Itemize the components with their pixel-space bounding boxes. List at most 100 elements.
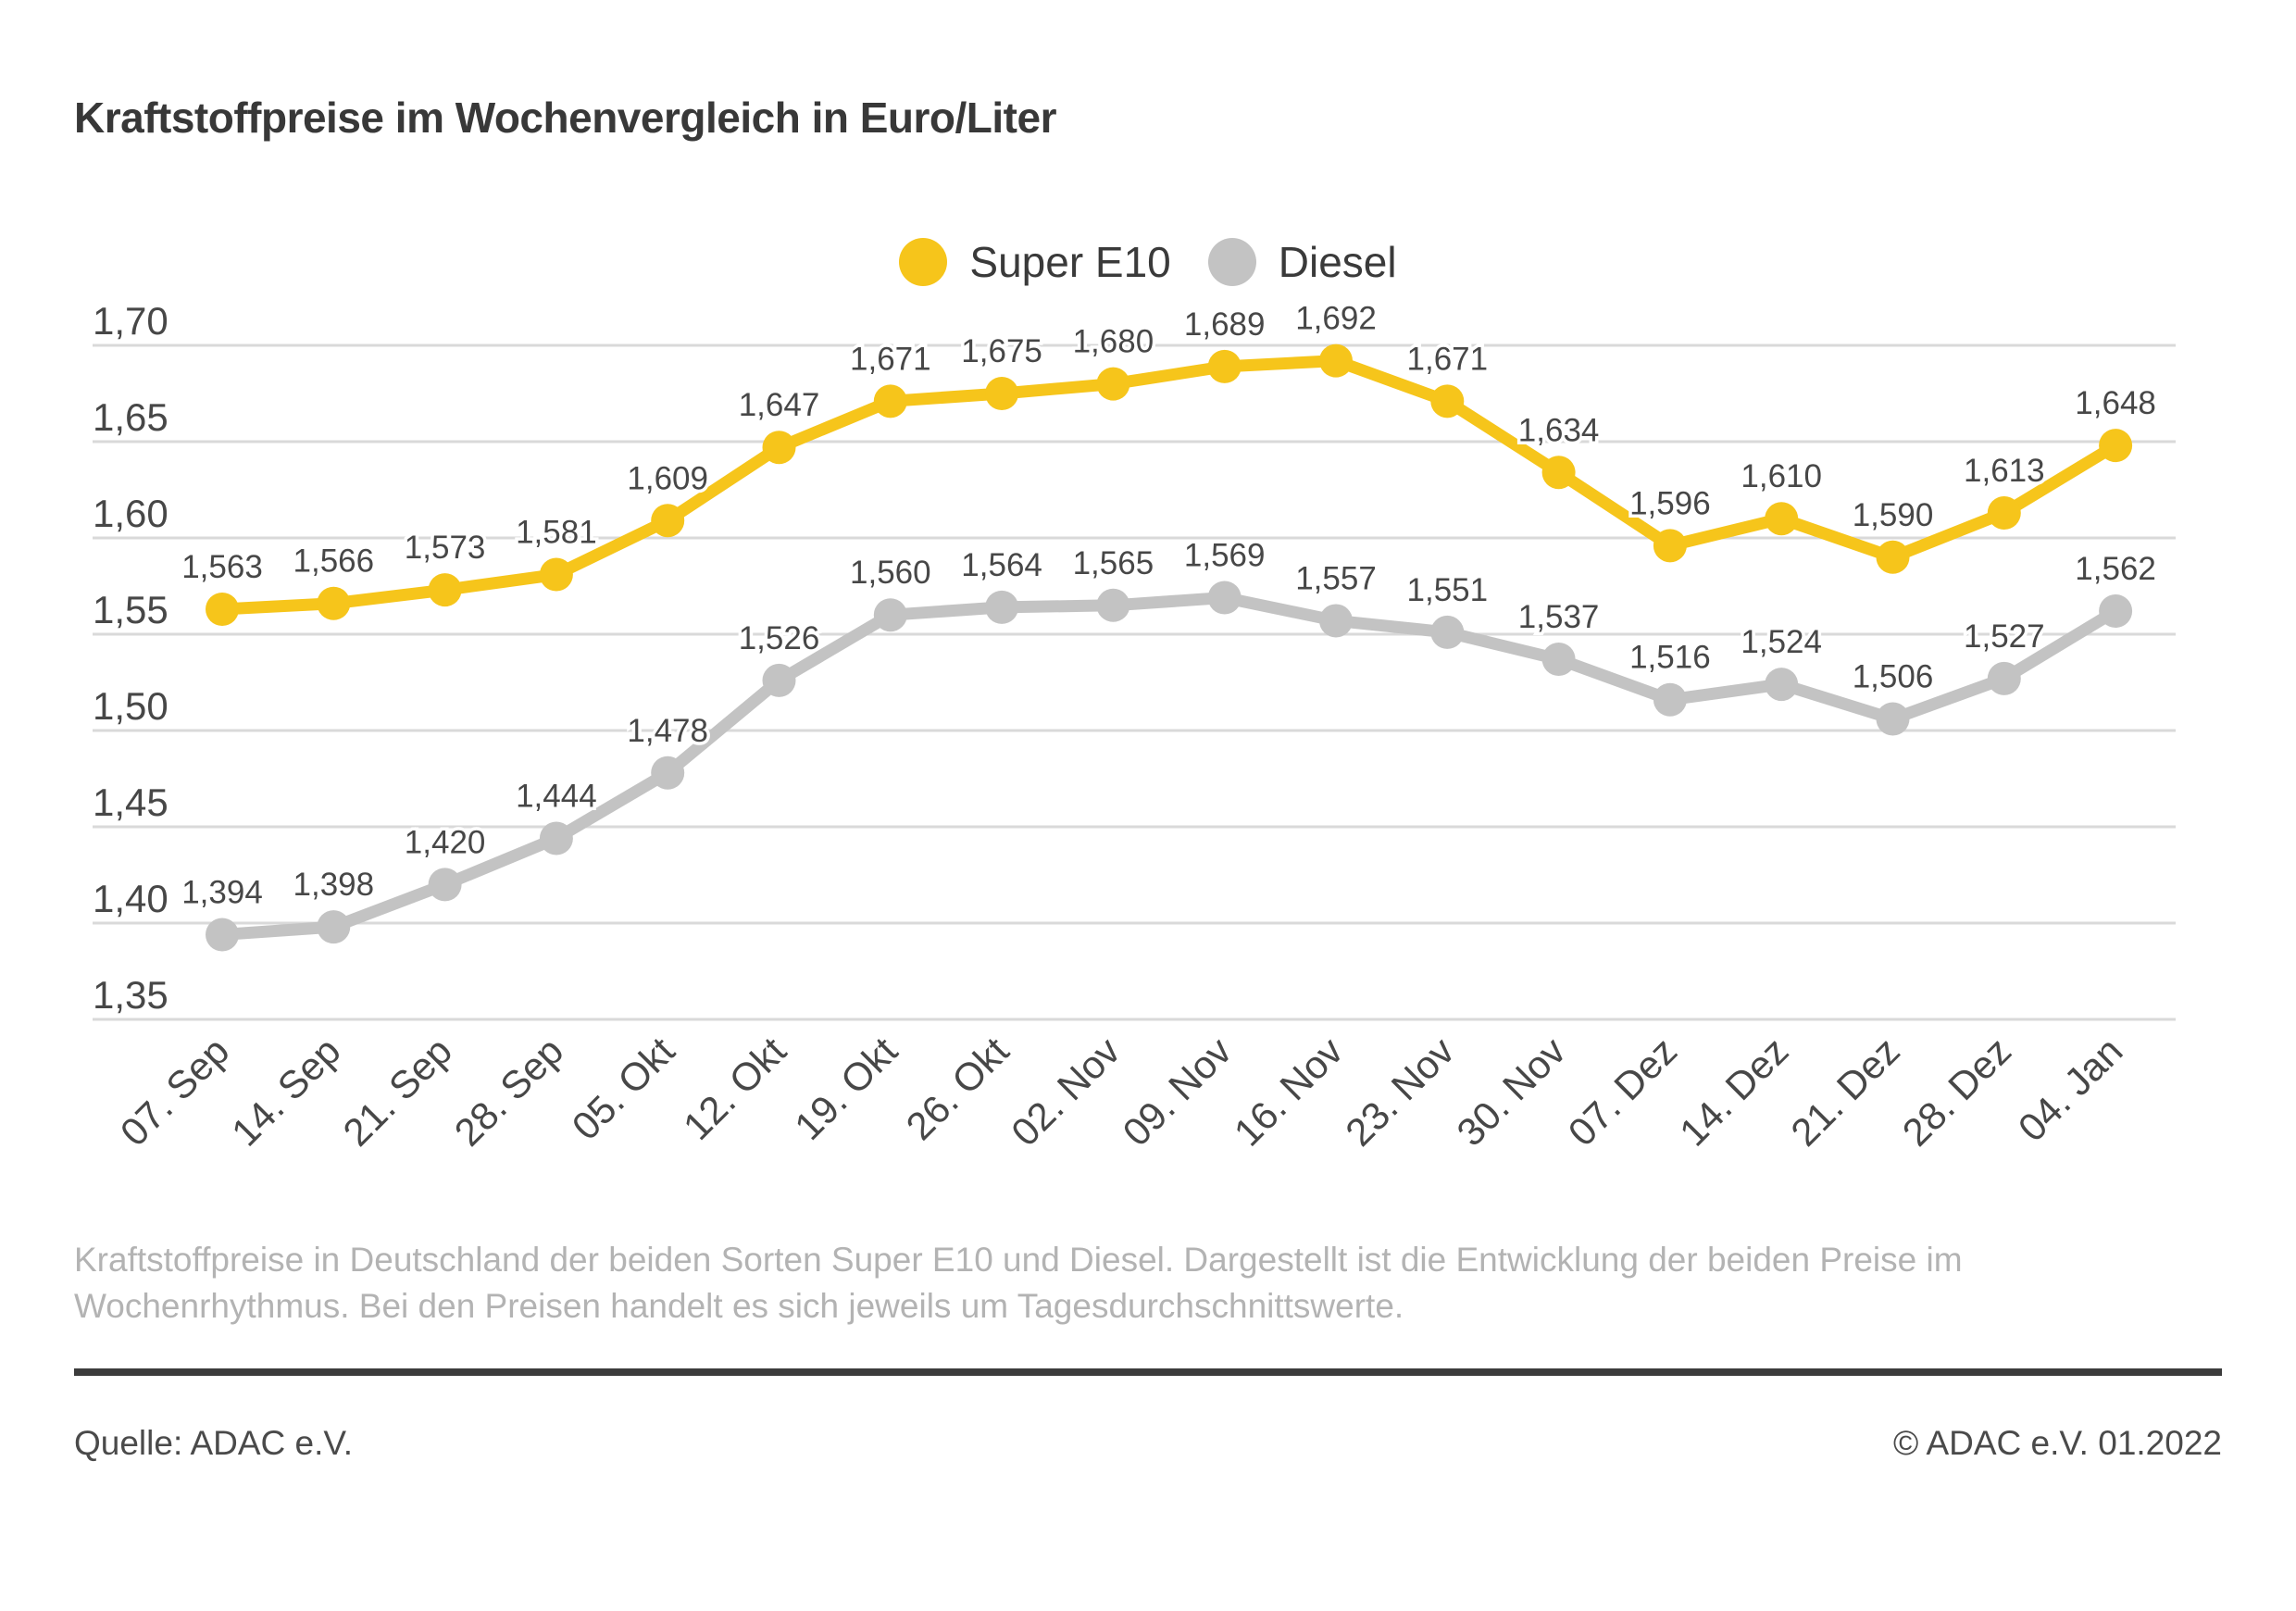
diesel-dot-icon [1207, 238, 1256, 286]
y-axis-tick-label: 1,70 [93, 299, 168, 343]
super-e10-point-17 [2099, 429, 2133, 463]
super-e10-value-label: 1,671 [1407, 341, 1489, 377]
diesel-value-label: 1,478 [627, 713, 708, 749]
super-e10-point-3 [539, 557, 573, 592]
super-e10-value-label: 1,680 [1073, 324, 1154, 360]
super-e10-line [216, 355, 2122, 616]
super-e10-point-6 [873, 384, 907, 418]
super-e10-point-14 [1765, 502, 1799, 536]
diesel-value-label: 1,527 [1964, 618, 2045, 655]
super-e10-value-label: 1,692 [1295, 301, 1377, 337]
divider [74, 1368, 2222, 1376]
super-e10-point-5 [762, 431, 796, 465]
super-e10-value-label: 1,573 [405, 530, 486, 566]
description-line-2: Wochenrhythmus. Bei den Preisen handelt … [74, 1286, 1404, 1325]
x-axis-tick-label: 28. Dez [1894, 1029, 2020, 1155]
y-axis-tick-label: 1,60 [93, 492, 168, 535]
x-axis-tick-label: 23. Nov [1337, 1029, 1463, 1155]
diesel-value-label: 1,565 [1073, 545, 1154, 581]
x-axis-tick-label: 14. Sep [223, 1029, 349, 1155]
super-e10-point-8 [1096, 367, 1130, 401]
super-e10-dot-icon [899, 238, 948, 286]
super-e10-value-label: 1,675 [961, 333, 1042, 369]
diesel-value-label: 1,526 [739, 620, 820, 656]
super-e10-point-12 [1541, 456, 1576, 490]
diesel-value-label: 1,394 [181, 874, 263, 910]
diesel-value-label: 1,564 [961, 547, 1042, 583]
legend-item-diesel: Diesel [1207, 237, 1397, 287]
super-e10-point-11 [1430, 384, 1465, 418]
super-e10-value-label: 1,647 [739, 387, 820, 423]
diesel-line [216, 591, 2122, 941]
diesel-point-10 [1319, 604, 1353, 638]
y-axis-tick-label: 1,35 [93, 973, 168, 1017]
x-axis-tick-label: 07. Sep [112, 1029, 238, 1155]
diesel-value-label: 1,537 [1518, 599, 1600, 635]
y-axis-tick-label: 1,65 [93, 395, 168, 439]
diesel-value-label: 1,420 [405, 824, 486, 860]
super-e10-value-label: 1,648 [2075, 385, 2156, 421]
diesel-point-4 [651, 756, 685, 790]
x-axis-tick-label: 04. Jan [2010, 1029, 2131, 1150]
x-axis-tick-label: 12. Okt [675, 1029, 794, 1148]
diesel-value-label: 1,557 [1295, 560, 1377, 596]
x-axis-tick-label: 26. Okt [897, 1029, 1017, 1148]
super-e10-value-label: 1,609 [627, 460, 708, 496]
diesel-point-0 [206, 918, 239, 952]
super-e10-point-13 [1653, 529, 1687, 563]
super-e10-point-16 [1987, 495, 2021, 530]
diesel-point-6 [873, 598, 907, 632]
diesel-point-17 [2099, 594, 2133, 629]
super-e10-point-15 [1876, 540, 1910, 574]
diesel-value-label: 1,506 [1853, 659, 1934, 695]
x-axis-tick-label: 16. Nov [1226, 1029, 1352, 1155]
diesel-point-8 [1096, 588, 1130, 622]
super-e10-value-label: 1,566 [293, 543, 375, 580]
diesel-value-label: 1,516 [1629, 640, 1711, 676]
x-axis-tick-label: 28. Sep [446, 1029, 572, 1155]
diesel-value-label: 1,560 [850, 555, 931, 591]
super-e10-value-label: 1,689 [1184, 306, 1266, 343]
x-axis-tick-label: 07. Dez [1560, 1029, 1686, 1155]
super-e10-value-label: 1,610 [1741, 458, 1822, 494]
x-axis-tick-label: 05. Okt [564, 1029, 683, 1148]
diesel-point-16 [1987, 661, 2021, 695]
diesel-value-label: 1,444 [516, 778, 597, 814]
y-axis-tick-label: 1,40 [93, 877, 168, 920]
x-axis-tick-label: 30. Nov [1448, 1029, 1574, 1155]
diesel-value-label: 1,569 [1184, 537, 1266, 573]
diesel-point-3 [539, 821, 573, 855]
diesel-point-13 [1653, 682, 1687, 717]
diesel-value-label: 1,562 [2075, 551, 2156, 587]
diesel-point-15 [1876, 702, 1910, 736]
chart-legend: Super E10 Diesel [0, 237, 2296, 287]
super-e10-point-4 [651, 504, 685, 538]
diesel-value-label: 1,551 [1407, 572, 1489, 608]
super-e10-value-label: 1,671 [850, 341, 931, 377]
diesel-point-11 [1430, 615, 1465, 649]
page-title: Kraftstoffpreise im Wochenvergleich in E… [74, 94, 1056, 142]
super-e10-value-label: 1,613 [1964, 453, 2045, 489]
super-e10-value-label: 1,563 [181, 549, 263, 585]
legend-label-diesel: Diesel [1278, 238, 1397, 286]
y-axis-tick-label: 1,50 [93, 684, 168, 728]
x-axis-tick-label: 19. Okt [786, 1029, 905, 1148]
footer: Quelle: ADAC e.V. © ADAC e.V. 01.2022 [74, 1424, 2222, 1463]
super-e10-value-label: 1,634 [1518, 412, 1600, 448]
source-credit: Quelle: ADAC e.V. [74, 1424, 353, 1462]
super-e10-point-7 [985, 377, 1019, 410]
super-e10-point-9 [1207, 349, 1242, 383]
super-e10-value-label: 1,596 [1629, 485, 1711, 521]
super-e10-value-label: 1,581 [516, 515, 597, 551]
x-axis-tick-label: 21. Sep [334, 1029, 460, 1155]
legend-label-super-e10: Super E10 [969, 238, 1171, 286]
x-axis-tick-label: 21. Dez [1782, 1029, 1908, 1155]
y-axis-tick-label: 1,45 [93, 781, 168, 824]
super-e10-point-1 [317, 586, 351, 620]
diesel-point-14 [1765, 668, 1799, 702]
diesel-point-2 [428, 868, 462, 902]
chart-description: Kraftstoffpreise in Deutschland der beid… [74, 1237, 2222, 1329]
diesel-point-7 [985, 590, 1019, 624]
diesel-point-9 [1207, 581, 1242, 615]
x-axis-tick-label: 14. Dez [1671, 1029, 1797, 1155]
